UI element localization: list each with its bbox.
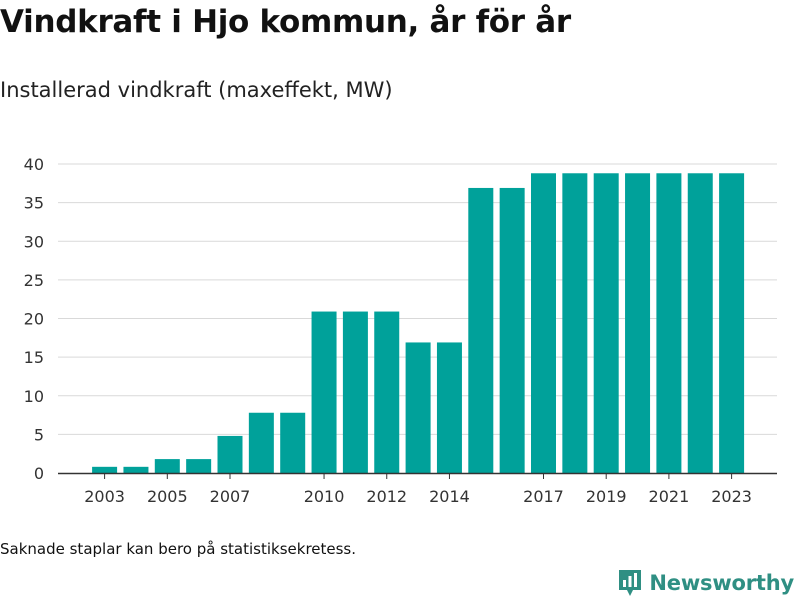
newsworthy-logo-icon	[619, 570, 642, 596]
y-tick-label: 0	[34, 464, 44, 483]
bar-chart: 0 5 10 15 20 25 30 35 40 2003 2005 2007 2010 2012 2014…	[24, 155, 777, 506]
y-tick-label: 25	[24, 271, 44, 290]
brand-name: Newsworthy	[649, 571, 794, 595]
bar-2016	[499, 187, 525, 473]
bar-2020	[625, 173, 651, 473]
bar-2007	[217, 435, 243, 473]
y-tick-label: 30	[24, 232, 44, 251]
bar-2005	[154, 459, 180, 473]
x-tick-label: 2021	[649, 487, 690, 506]
bar-2017	[531, 173, 556, 473]
x-tick-label: 2005	[147, 487, 188, 506]
bar-2009	[280, 412, 306, 473]
brand: Newsworthy	[617, 568, 794, 598]
bar-2015	[468, 187, 494, 473]
x-tick-label: 2012	[366, 487, 407, 506]
bar-2011	[342, 311, 368, 473]
x-tick-label: 2017	[523, 487, 564, 506]
x-tick-label: 2010	[304, 487, 345, 506]
footnote: Saknade staplar kan bero på statistiksek…	[0, 540, 357, 558]
y-tick-label: 10	[24, 387, 44, 406]
chart-subtitle: Installerad vindkraft (maxeffekt, MW)	[0, 78, 393, 102]
bars	[92, 173, 745, 473]
bar-2019	[593, 173, 619, 473]
axes: 0 5 10 15 20 25 30 35 40 2003 2005 2007 2010 2012 2014…	[24, 155, 777, 506]
bar-2014	[436, 342, 462, 473]
y-tick-label: 5	[34, 425, 44, 444]
bar-2010	[311, 311, 337, 473]
y-tick-label: 40	[24, 155, 44, 174]
x-tick-label: 2023	[711, 487, 752, 506]
bar-2021	[656, 173, 682, 473]
y-tick-label: 20	[24, 310, 44, 329]
x-tick-label: 2007	[210, 487, 251, 506]
y-tick-label: 35	[24, 194, 44, 213]
chart-title: Vindkraft i Hjo kommun, år för år	[0, 4, 571, 40]
x-tick-label: 2019	[586, 487, 627, 506]
bar-2018	[562, 173, 588, 473]
bar-2004	[123, 466, 149, 473]
bar-2023	[719, 173, 745, 473]
bar-2013	[405, 342, 431, 473]
x-tick-label: 2014	[429, 487, 470, 506]
bar-2022	[687, 173, 713, 473]
bar-2012	[374, 311, 400, 473]
y-tick-label: 15	[24, 348, 44, 367]
bar-2006	[186, 459, 212, 473]
bar-2008	[248, 412, 274, 473]
x-tick-label: 2003	[84, 487, 125, 506]
bar-2003	[92, 466, 118, 473]
